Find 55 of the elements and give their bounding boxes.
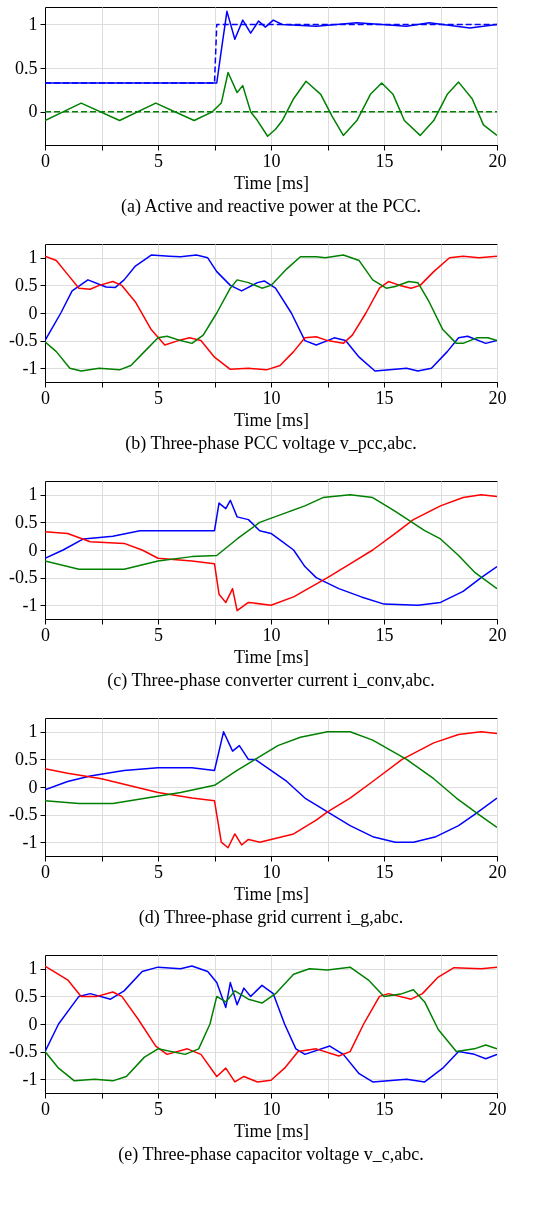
y-tick-label: 1	[28, 247, 38, 268]
text: (c) Three-phase converter current i_conv,abc.	[107, 670, 435, 691]
y-tick-label: 0.5	[15, 57, 38, 78]
x-tick-label: 10	[262, 387, 281, 408]
x-tick-label: 5	[154, 150, 163, 171]
y-tick-label: -0.5	[9, 330, 38, 351]
line-series	[45, 71, 497, 138]
y-tick-label: 0	[28, 1013, 38, 1034]
x-axis-title: Time [ms]	[234, 646, 309, 667]
y-tick-label: -1	[22, 831, 38, 852]
y-tick-label: -0.5	[9, 1041, 38, 1062]
text: (d) Three-phase grid current i_g,abc.	[138, 907, 404, 928]
y-tick-label: 0.5	[15, 748, 38, 769]
y-tick-label: -1	[22, 594, 38, 615]
y-tick-label: -0.5	[9, 804, 38, 825]
y-tick-label: 0.5	[15, 985, 38, 1006]
y-tick-label: -0.5	[9, 567, 38, 588]
line-series	[45, 494, 497, 590]
x-tick-label: 15	[375, 1098, 394, 1119]
y-tick-label: 1	[28, 958, 38, 979]
y-tick-label: 0.5	[15, 511, 38, 532]
y-tick-label: 1	[28, 484, 38, 505]
y-tick-label: 0	[28, 539, 38, 560]
x-axis-title: Time [ms]	[234, 172, 309, 193]
x-tick-label: 5	[154, 624, 163, 645]
x-tick-label: 20	[488, 387, 507, 408]
x-tick-label: 10	[262, 624, 281, 645]
x-tick-label: 15	[375, 624, 394, 645]
x-tick-label: 10	[262, 861, 281, 882]
y-tick-label: 1	[28, 13, 38, 34]
x-tick-label: 5	[154, 861, 163, 882]
x-tick-label: 10	[262, 150, 281, 171]
y-tick-label: 0	[28, 101, 38, 122]
x-tick-label: 20	[488, 150, 507, 171]
x-tick-label: 10	[262, 1098, 281, 1119]
y-tick-label: -1	[22, 1068, 38, 1089]
x-axis-title: Time [ms]	[234, 409, 309, 430]
y-tick-label: 1	[28, 721, 38, 742]
x-axis-title: Time [ms]	[234, 883, 309, 904]
text: (a) Active and reactive power at the PCC.	[121, 196, 421, 217]
text: (e) Three-phase capacitor voltage v_c,abc.	[118, 1144, 424, 1165]
x-tick-label: 15	[375, 150, 394, 171]
y-tick-label: 0.5	[15, 274, 38, 295]
x-tick-label: 15	[375, 387, 394, 408]
x-tick-label: 20	[488, 624, 507, 645]
x-tick-label: 20	[488, 1098, 507, 1119]
y-tick-label: -1	[22, 357, 38, 378]
text: (b) Three-phase PCC voltage v_pcc,abc.	[125, 433, 417, 454]
y-tick-label: 0	[28, 302, 38, 323]
x-tick-label: 20	[488, 861, 507, 882]
x-tick-label: 15	[375, 861, 394, 882]
y-tick-label: 0	[28, 776, 38, 797]
x-axis-title: Time [ms]	[234, 1120, 309, 1141]
x-tick-label: 5	[154, 1098, 163, 1119]
x-tick-label: 5	[154, 387, 163, 408]
